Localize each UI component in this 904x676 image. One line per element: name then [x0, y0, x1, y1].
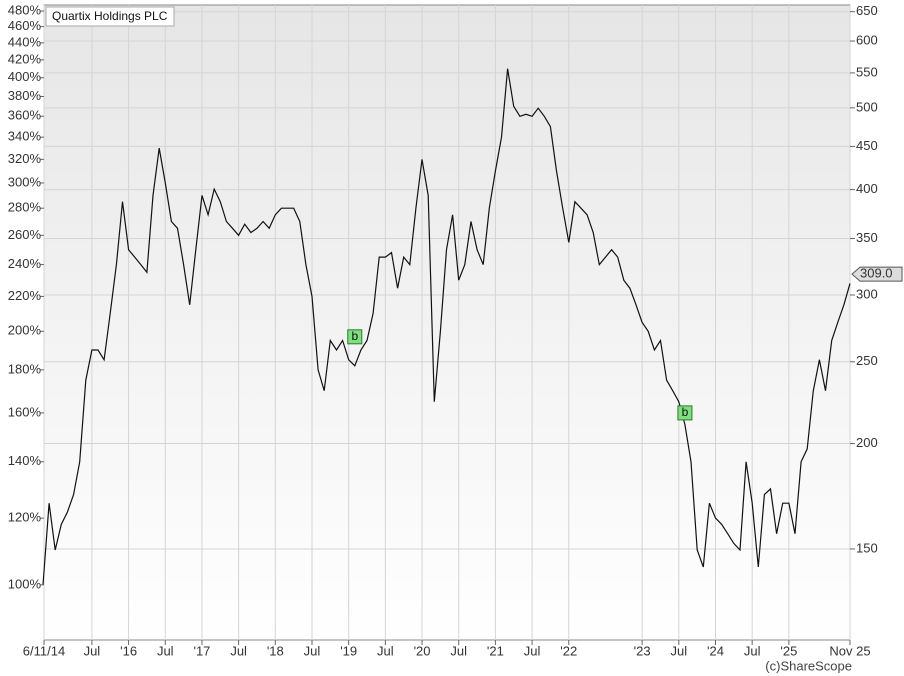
y2-tick-label: 250 [856, 353, 878, 368]
signal-label: b [351, 329, 358, 343]
x-tick-label: Jul [230, 643, 247, 658]
y2-tick-label: 650 [856, 3, 878, 18]
y-tick-label: 140% [8, 453, 42, 468]
x-tick-label: '21 [487, 643, 504, 658]
y-tick-label: 240% [8, 256, 42, 271]
x-tick-label: '16 [120, 643, 137, 658]
x-tick-label: '18 [267, 643, 284, 658]
y-tick-label: 460% [8, 18, 42, 33]
price-line [42, 68, 851, 585]
y-tick-label: 360% [8, 108, 42, 123]
last-price-tag [851, 266, 903, 282]
series-title: Quartix Holdings PLC [52, 9, 168, 23]
x-tick-label: '23 [634, 643, 651, 658]
x-tick-label: '20 [414, 643, 431, 658]
x-tick-label: Jul [157, 643, 174, 658]
x-tick-label: Jul [744, 643, 761, 658]
x-tick-label: Nov 25 [829, 643, 870, 658]
y-tick-label: 180% [8, 361, 42, 376]
x-tick-label: Jul [377, 643, 394, 658]
y-tick-label: 340% [8, 129, 42, 144]
y2-tick-label: 450 [856, 138, 878, 153]
x-tick-label: Jul [304, 643, 321, 658]
y2-tick-label: 150 [856, 540, 878, 555]
credit: (c)ShareScope [765, 658, 852, 673]
y2-tick-label: 600 [856, 32, 878, 47]
x-tick-label: Jul [671, 643, 688, 658]
x-tick-label: Jul [84, 643, 101, 658]
y-tick-label: 220% [8, 288, 42, 303]
y2-tick-label: 400 [856, 181, 878, 196]
y2-tick-label: 550 [856, 64, 878, 79]
y-tick-label: 320% [8, 151, 42, 166]
y2-tick-label: 300 [856, 286, 878, 301]
x-tick-label: '19 [340, 643, 357, 658]
y2-tick-label: 500 [856, 99, 878, 114]
y-tick-label: 440% [8, 34, 42, 49]
y2-tick-label: 350 [856, 230, 878, 245]
y-tick-label: 300% [8, 174, 42, 189]
title-box [45, 6, 175, 27]
x-tick-label: '25 [780, 643, 797, 658]
signal-marker [347, 329, 363, 345]
x-tick-label: 6/11/14 [23, 643, 65, 658]
y-tick-label: 280% [8, 200, 42, 215]
y-tick-label: 260% [8, 227, 42, 242]
x-tick-label: '22 [560, 643, 577, 658]
x-tick-label: Jul [524, 643, 541, 658]
y-tick-label: 100% [8, 576, 42, 591]
signal-marker [677, 405, 693, 421]
y-tick-label: 400% [8, 69, 42, 84]
y-tick-label: 200% [8, 323, 42, 338]
x-tick-label: '24 [707, 643, 724, 658]
y-tick-label: 480% [8, 2, 42, 17]
y-tick-label: 160% [8, 404, 42, 419]
last-price-label: 309.0 [860, 266, 893, 281]
y-tick-label: 120% [8, 510, 42, 525]
x-tick-label: '17 [193, 643, 210, 658]
y-tick-label: 420% [8, 51, 42, 66]
x-tick-label: Jul [450, 643, 467, 658]
y2-tick-label: 200 [856, 435, 878, 450]
y-tick-label: 380% [8, 88, 42, 103]
signal-label: b [682, 405, 689, 419]
